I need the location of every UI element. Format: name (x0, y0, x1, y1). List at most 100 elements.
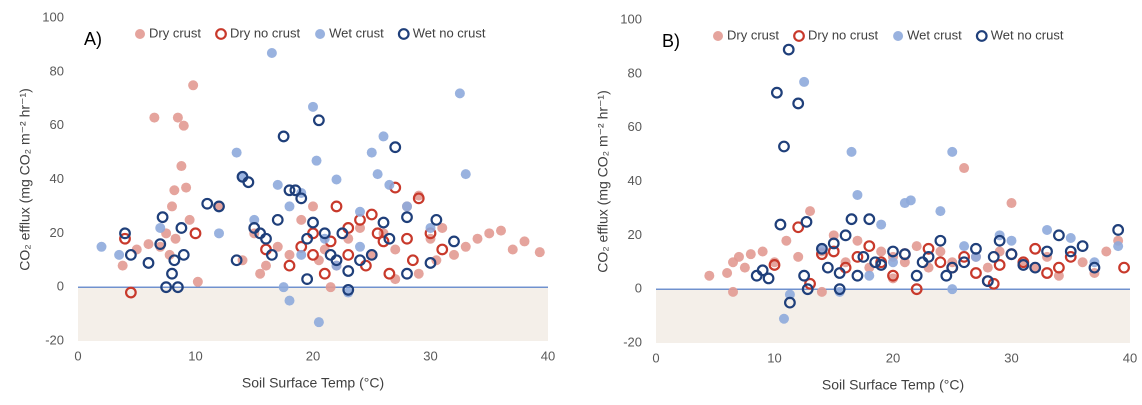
point (1005, 248, 1018, 261)
point (355, 206, 365, 217)
negative-region (78, 287, 548, 341)
point (296, 249, 307, 260)
point (143, 239, 154, 250)
point (96, 241, 107, 252)
point (1041, 245, 1053, 258)
point (1030, 262, 1041, 273)
point (934, 234, 947, 247)
point (1077, 257, 1088, 268)
point (119, 232, 131, 245)
point (401, 211, 413, 224)
point (260, 232, 272, 245)
point (331, 174, 342, 185)
point (318, 227, 331, 240)
point (947, 284, 958, 295)
point (739, 262, 750, 273)
x-tick-label: 20 (886, 350, 900, 365)
point (804, 277, 816, 290)
point (728, 286, 739, 297)
point (793, 251, 804, 262)
point (934, 256, 947, 269)
point (449, 249, 459, 260)
point (981, 275, 994, 287)
point (1017, 259, 1030, 271)
point (214, 201, 224, 212)
point (366, 249, 377, 260)
point (484, 228, 495, 239)
point (177, 248, 190, 261)
x-tick-label: 30 (423, 348, 437, 363)
point (192, 276, 203, 287)
point (390, 244, 401, 255)
point (876, 246, 887, 257)
point (117, 260, 128, 271)
point (833, 267, 846, 279)
point (172, 112, 183, 123)
point (778, 140, 790, 153)
point (519, 236, 530, 247)
point (460, 241, 471, 252)
point (993, 259, 1006, 271)
point (425, 222, 436, 233)
point (827, 237, 840, 250)
point (816, 242, 828, 255)
point (377, 216, 390, 229)
point (496, 225, 506, 236)
point (958, 250, 970, 263)
x-tick-label: 0 (74, 348, 81, 363)
point (168, 254, 181, 267)
point (401, 232, 413, 245)
point (424, 257, 437, 269)
legend-marker (713, 31, 723, 41)
point (857, 250, 870, 263)
point (828, 230, 839, 241)
point (935, 206, 946, 217)
point (947, 146, 958, 157)
point (378, 131, 389, 142)
point (355, 241, 365, 252)
point (722, 268, 733, 279)
point (342, 265, 355, 277)
legend-label: Wet no crust (991, 27, 1064, 42)
point (296, 214, 307, 225)
point (377, 235, 390, 248)
point (1052, 229, 1065, 242)
point (188, 80, 199, 91)
point (845, 213, 858, 226)
point (1113, 241, 1124, 252)
point (342, 283, 355, 296)
point (782, 43, 795, 56)
y-tick-label: 60 (50, 117, 64, 132)
x-tick-label: 40 (1123, 350, 1137, 365)
point (372, 169, 383, 180)
point (982, 262, 993, 273)
point (413, 268, 424, 279)
point (176, 161, 187, 172)
point (431, 255, 442, 266)
point (784, 289, 795, 300)
point (801, 283, 814, 296)
point (160, 281, 173, 294)
point (839, 229, 852, 242)
point (301, 273, 314, 285)
point (762, 272, 775, 285)
point (249, 214, 260, 225)
point (261, 260, 271, 271)
y-tick-label: 100 (42, 9, 64, 24)
point (284, 201, 295, 212)
y-tick-label: -20 (623, 334, 642, 349)
x-tick-label: 10 (188, 348, 202, 363)
point (1053, 270, 1064, 281)
point (119, 227, 131, 240)
point (507, 244, 518, 255)
point (448, 235, 460, 248)
x-axis-title: Soil Surface Temp (°C) (822, 377, 964, 393)
point (833, 283, 846, 296)
point (170, 233, 181, 244)
legend-label: Dry crust (727, 27, 779, 42)
point (888, 257, 898, 268)
point (1064, 250, 1077, 263)
legend-label: Dry no crust (808, 27, 878, 42)
point (756, 264, 769, 277)
point (1006, 198, 1017, 209)
